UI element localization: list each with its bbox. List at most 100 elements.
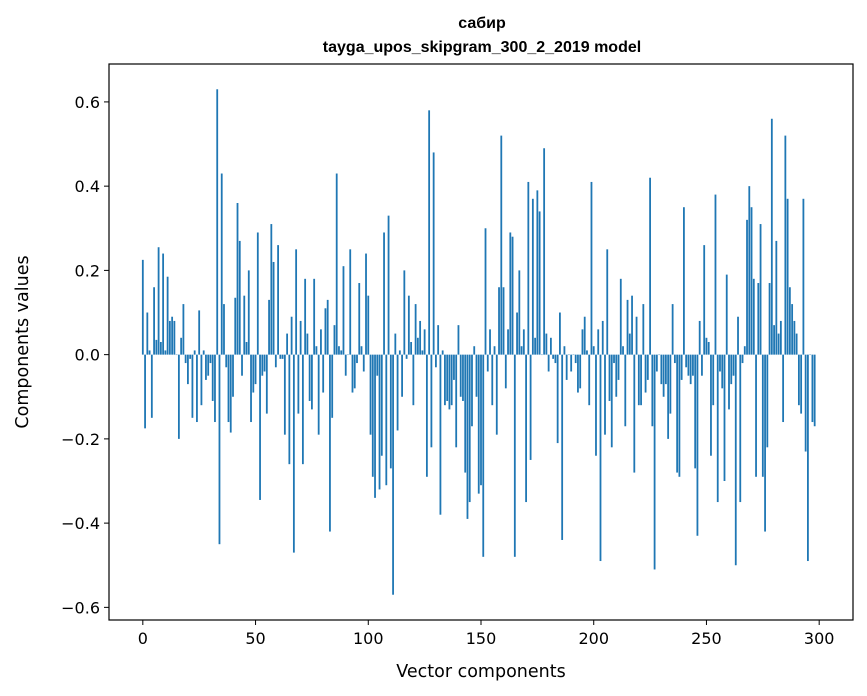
bar-216 — [628, 333, 631, 355]
bar-282 — [777, 333, 780, 355]
bar-122 — [416, 337, 419, 355]
bar-290 — [795, 333, 798, 355]
bar-274 — [759, 224, 762, 355]
bar-247 — [698, 320, 701, 355]
x-tick-label: 50 — [245, 629, 265, 648]
bar-27 — [202, 350, 205, 355]
bar-25 — [198, 310, 201, 355]
bar-198 — [588, 354, 591, 406]
bar-209 — [613, 354, 615, 364]
bar-3 — [148, 350, 151, 355]
x-tick-label: 300 — [804, 629, 835, 648]
bar-293 — [802, 198, 805, 355]
bar-295 — [807, 354, 809, 562]
bar-201 — [595, 354, 597, 456]
bar-39 — [229, 354, 232, 433]
bar-217 — [631, 295, 633, 355]
bar-72 — [304, 278, 307, 355]
bar-83 — [329, 354, 331, 532]
bar-132 — [439, 354, 442, 515]
bar-283 — [779, 320, 782, 355]
bar-236 — [673, 354, 676, 364]
bar-258 — [723, 354, 726, 481]
bar-251 — [707, 342, 710, 355]
bar-16 — [177, 354, 180, 439]
bar-173 — [531, 198, 534, 355]
bar-242 — [687, 354, 690, 376]
bar-285 — [784, 135, 787, 355]
bar-57 — [270, 224, 273, 355]
bar-243 — [689, 354, 692, 385]
bar-164 — [511, 236, 514, 355]
bar-118 — [407, 295, 410, 355]
bar-29 — [207, 354, 210, 376]
bar-162 — [507, 329, 509, 355]
bar-133 — [441, 350, 444, 355]
bar-81 — [324, 308, 327, 355]
bar-284 — [782, 354, 785, 423]
bar-89 — [342, 266, 345, 355]
bar-168 — [520, 346, 523, 355]
bar-205 — [604, 354, 606, 435]
y-tick-label: −0.2 — [61, 430, 100, 449]
bar-157 — [495, 354, 498, 435]
bar-64 — [286, 333, 289, 355]
bar-218 — [633, 354, 636, 473]
bar-75 — [311, 354, 313, 410]
bar-102 — [371, 354, 374, 477]
bar-240 — [683, 207, 685, 355]
bar-138 — [453, 354, 455, 380]
bar-270 — [750, 207, 753, 355]
bar-124 — [421, 350, 424, 355]
bar-97 — [360, 346, 363, 355]
bar-148 — [475, 354, 478, 397]
bar-145 — [468, 354, 471, 503]
bar-11 — [166, 276, 169, 355]
bar-264 — [737, 316, 739, 355]
bar-239 — [680, 354, 683, 380]
bar-80 — [322, 354, 325, 393]
bar-252 — [710, 354, 712, 456]
x-tick-label: 250 — [691, 629, 722, 648]
bar-21 — [189, 354, 192, 359]
bar-210 — [615, 354, 618, 397]
bar-12 — [168, 320, 171, 355]
bar-279 — [770, 118, 773, 355]
bar-9 — [162, 253, 165, 355]
bar-136 — [448, 354, 451, 410]
bar-190 — [570, 354, 573, 372]
bar-153 — [486, 354, 489, 372]
bar-202 — [597, 329, 600, 355]
bar-174 — [534, 337, 537, 355]
bar-275 — [761, 354, 764, 477]
bar-87 — [338, 346, 340, 355]
bar-23 — [193, 350, 196, 355]
bar-88 — [340, 350, 343, 355]
bar-108 — [385, 354, 388, 486]
bar-221 — [640, 354, 642, 406]
bar-193 — [577, 354, 579, 393]
bar-55 — [265, 354, 268, 414]
bar-298 — [813, 354, 816, 427]
bar-156 — [493, 346, 496, 355]
bar-181 — [549, 337, 552, 355]
bar-41 — [234, 297, 237, 355]
bar-67 — [292, 354, 295, 553]
bar-262 — [732, 354, 735, 376]
bar-58 — [272, 261, 275, 355]
bar-287 — [788, 287, 791, 355]
chart-title-line2: tayga_upos_skipgram_300_2_2019 model — [323, 39, 641, 56]
bar-100 — [367, 295, 370, 355]
bar-257 — [721, 354, 724, 389]
bar-170 — [525, 354, 527, 503]
bar-48 — [250, 354, 252, 423]
y-tick-label: −0.4 — [61, 514, 100, 533]
bar-184 — [556, 354, 559, 444]
bar-76 — [313, 278, 316, 355]
bar-158 — [498, 287, 500, 355]
chart-title-line1: сабир — [458, 15, 506, 32]
bar-220 — [637, 354, 640, 406]
bars-group — [141, 89, 816, 595]
bar-255 — [716, 354, 719, 503]
bar-237 — [676, 354, 679, 473]
